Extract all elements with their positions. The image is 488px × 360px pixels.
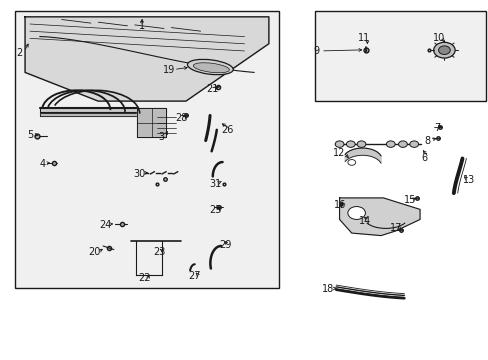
Circle shape <box>409 141 418 147</box>
Text: 13: 13 <box>462 175 474 185</box>
Text: 30: 30 <box>133 168 145 179</box>
Text: 23: 23 <box>153 247 165 257</box>
Circle shape <box>346 141 354 147</box>
Circle shape <box>398 141 407 147</box>
Text: 6: 6 <box>421 153 427 163</box>
Text: 15: 15 <box>403 195 416 205</box>
Text: 14: 14 <box>359 216 371 226</box>
Text: 21: 21 <box>206 84 219 94</box>
Text: 8: 8 <box>424 136 429 145</box>
Text: 10: 10 <box>432 33 445 43</box>
Ellipse shape <box>187 59 233 75</box>
Text: 11: 11 <box>357 33 369 43</box>
Polygon shape <box>339 198 419 235</box>
Text: 20: 20 <box>88 247 101 257</box>
Text: 9: 9 <box>313 46 319 56</box>
Text: 29: 29 <box>218 240 231 250</box>
Text: 7: 7 <box>433 123 439 133</box>
Circle shape <box>438 46 449 54</box>
Polygon shape <box>137 108 166 137</box>
Polygon shape <box>345 148 380 163</box>
Text: 31: 31 <box>209 179 221 189</box>
Circle shape <box>347 207 365 220</box>
Circle shape <box>334 141 343 147</box>
Text: 25: 25 <box>208 206 221 216</box>
Text: 3: 3 <box>158 132 164 142</box>
Circle shape <box>356 141 365 147</box>
Text: 24: 24 <box>99 220 111 230</box>
Polygon shape <box>40 113 161 116</box>
Text: 17: 17 <box>388 224 401 233</box>
Circle shape <box>433 42 454 58</box>
Text: 22: 22 <box>138 273 150 283</box>
Text: 19: 19 <box>163 64 175 75</box>
FancyBboxPatch shape <box>315 12 485 101</box>
Text: 16: 16 <box>333 200 345 210</box>
Text: 4: 4 <box>39 159 45 169</box>
Text: 12: 12 <box>333 148 345 158</box>
Text: 18: 18 <box>322 284 334 294</box>
Text: 27: 27 <box>188 271 201 281</box>
Polygon shape <box>40 108 166 112</box>
Polygon shape <box>25 17 268 101</box>
Text: 1: 1 <box>139 21 145 31</box>
Text: 28: 28 <box>175 113 187 123</box>
Text: 5: 5 <box>27 130 33 140</box>
Text: 26: 26 <box>221 125 233 135</box>
Ellipse shape <box>193 63 229 73</box>
Circle shape <box>386 141 394 147</box>
Circle shape <box>347 159 355 165</box>
FancyBboxPatch shape <box>15 12 278 288</box>
Text: 2: 2 <box>16 48 22 58</box>
